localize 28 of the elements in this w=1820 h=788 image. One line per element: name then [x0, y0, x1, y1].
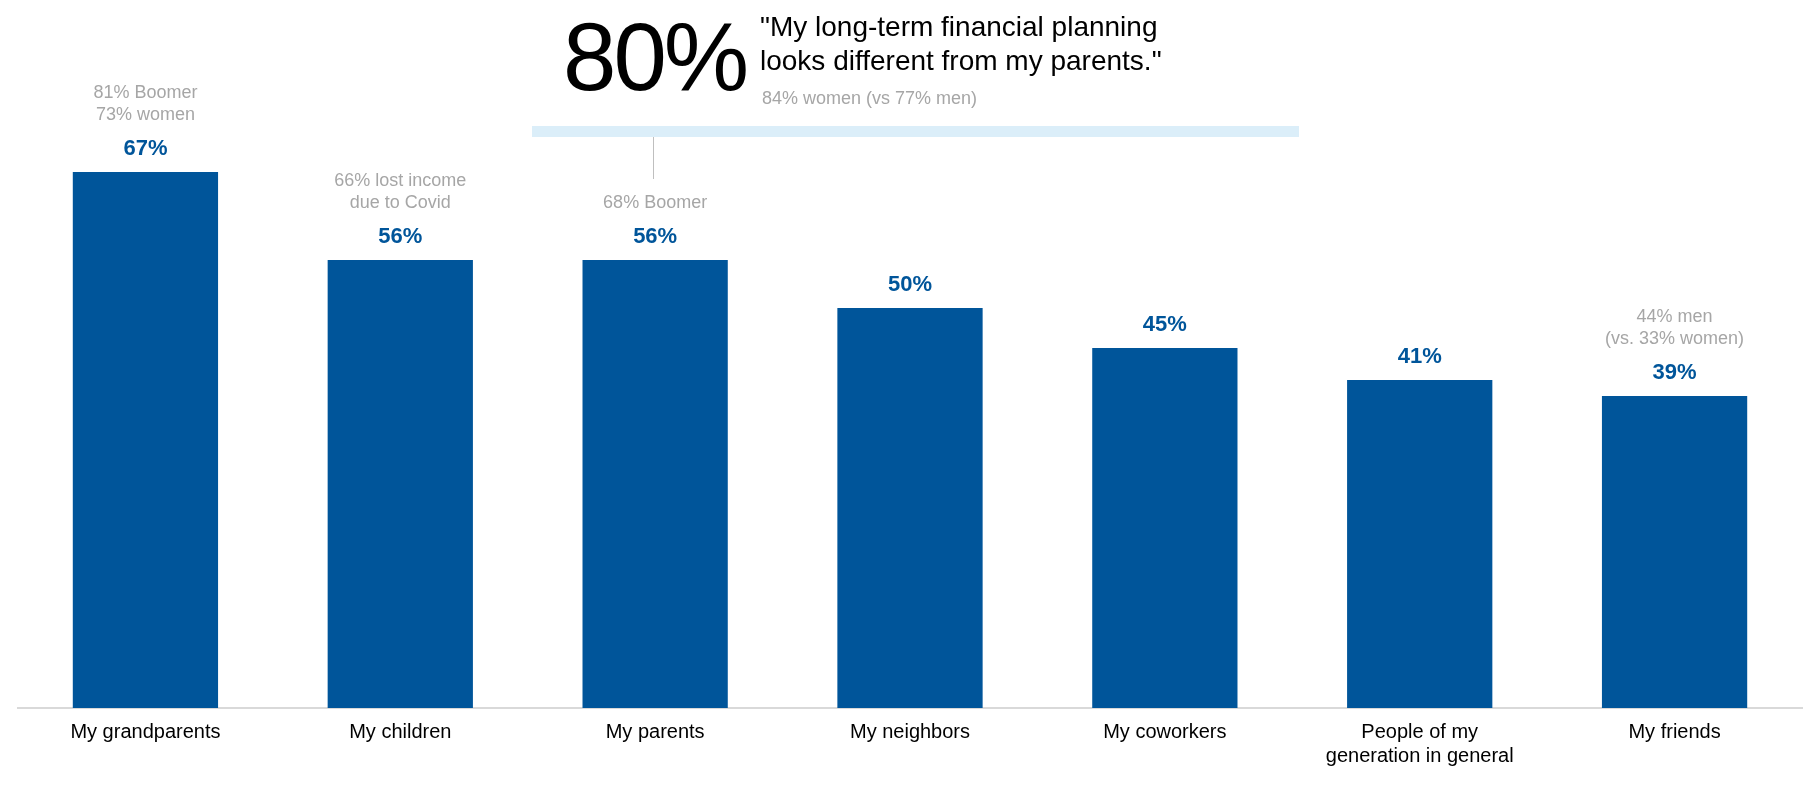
annotation: 81% Boomer 73% women — [93, 81, 198, 124]
text: "My long-term financial planning looks different from my parents." — [760, 10, 1162, 78]
annotation: 68% Boomer — [603, 191, 708, 212]
x-tick-label: My children — [349, 719, 452, 742]
bar — [1601, 396, 1748, 708]
bar — [1092, 348, 1238, 708]
x-tick-label: My neighbors — [849, 719, 971, 742]
data-label: 56% — [633, 223, 678, 249]
annotation: 66% lost income due to Covid — [334, 169, 467, 212]
x-tick-label: My friends — [1628, 719, 1721, 742]
x-tick-label: My parents — [605, 719, 705, 742]
bar — [582, 260, 728, 708]
x-tick-label: My grandparents — [70, 719, 221, 742]
data-label: 67% — [123, 135, 168, 161]
data-label: 56% — [378, 223, 423, 249]
data-label: 41% — [1397, 343, 1442, 369]
bar — [1347, 380, 1493, 708]
bar — [837, 308, 983, 708]
x-tick-label: People of my generation in general — [1325, 719, 1514, 766]
x-tick-label: My coworkers — [1103, 719, 1227, 742]
data-label: 45% — [1142, 311, 1187, 337]
bar — [72, 172, 219, 708]
data-label: 50% — [887, 271, 933, 297]
bar — [327, 260, 473, 708]
annotation: 44% men (vs. 33% women) — [1605, 305, 1745, 348]
data-label: 39% — [1652, 359, 1697, 385]
text: 80% — [563, 2, 747, 112]
text: 84% women (vs 77% men) — [762, 88, 978, 109]
